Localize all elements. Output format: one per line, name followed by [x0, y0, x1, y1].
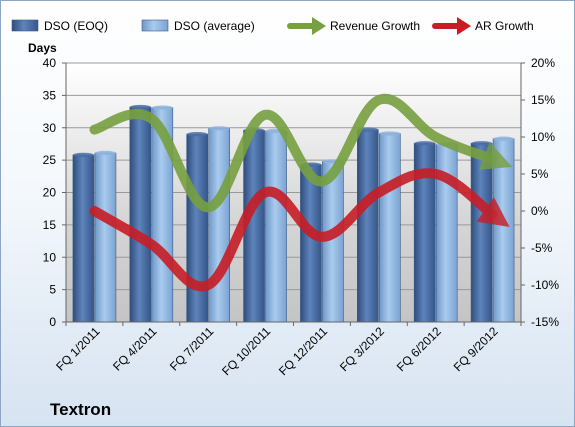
bar-dso-eoq: [357, 129, 379, 323]
bar-dso-average: [492, 138, 515, 323]
legend-arrow-icon: [312, 17, 326, 35]
ar-growth-line: [89, 168, 510, 292]
bar-dso-eoq: [186, 133, 208, 323]
bar-dso-eoq: [470, 142, 493, 323]
legend-label: DSO (average): [174, 19, 255, 33]
left-tick-label: 25: [43, 153, 57, 167]
legend-arrow-icon: [457, 17, 471, 35]
x-tick-label: FQ 3/2012: [337, 324, 387, 374]
bar-dso-eoq-top: [186, 132, 208, 137]
legend: DSO (EOQ) DSO (average) Revenue Growth AR G…: [11, 17, 534, 35]
bar-dso-eoq-top: [471, 141, 493, 146]
bar-dso-average: [379, 133, 401, 323]
left-tick-label: 10: [43, 250, 57, 264]
bar-dso-average-top: [208, 126, 230, 131]
right-tick-label: -15%: [531, 315, 559, 329]
x-tick-label: FQ 7/2011: [167, 324, 217, 374]
bar-dso-average: [94, 152, 117, 323]
growth-lines-layer: [89, 93, 513, 292]
bar-dso-eoq-top: [72, 152, 94, 158]
bar-dso-average: [208, 128, 230, 323]
left-tick-label: 0: [49, 315, 56, 329]
legend-label: AR Growth: [475, 19, 534, 33]
left-tick-label: 30: [43, 121, 57, 135]
bar-dso-average-top: [379, 131, 401, 136]
bar-dso-eoq: [129, 106, 152, 323]
bar-dso-average-top: [493, 136, 515, 141]
revenue-growth-line: [89, 93, 513, 213]
right-tick-label: 10%: [531, 130, 555, 144]
x-tick-label: FQ 10/2011: [219, 324, 273, 378]
bar-dso-eoq-top: [414, 141, 436, 146]
x-tick-label: FQ 1/2011: [53, 324, 103, 374]
left-tick-label: 15: [43, 218, 57, 232]
bar-dso-eoq: [72, 154, 95, 323]
left-tick-label: 35: [43, 88, 57, 102]
bar-dso-eoq-top: [129, 104, 151, 110]
bar-dso-average-top: [151, 105, 173, 110]
left-tick-label: 40: [43, 56, 57, 70]
left-tick-label: 5: [49, 283, 56, 297]
left-tick-label: 20: [43, 186, 57, 200]
right-tick-label: 5%: [531, 167, 549, 181]
x-tick-label: FQ 6/2012: [394, 324, 444, 374]
right-tick-label: 0%: [531, 204, 549, 218]
legend-swatch: [141, 19, 169, 32]
company-label: Textron: [50, 400, 112, 419]
x-tick-label: FQ 12/2011: [276, 324, 330, 378]
x-tick-label: FQ 4/2011: [110, 324, 160, 374]
bar-dso-average-top: [94, 150, 116, 156]
x-tick-label: FQ 9/2012: [451, 324, 501, 374]
right-tick-label: 20%: [531, 56, 555, 70]
legend-label: Revenue Growth: [330, 19, 420, 33]
legend-label: DSO (EOQ): [44, 19, 108, 33]
bar-dso-eoq: [300, 164, 322, 323]
left-axis-title: Days: [28, 41, 57, 55]
right-tick-label: 15%: [531, 93, 555, 107]
legend-swatch: [11, 19, 39, 32]
right-tick-label: -5%: [531, 241, 553, 255]
right-tick-label: -10%: [531, 278, 559, 292]
bar-dso-average: [265, 130, 287, 323]
